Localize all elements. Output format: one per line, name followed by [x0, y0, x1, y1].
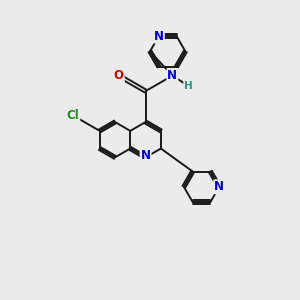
Text: Cl: Cl	[67, 109, 79, 122]
Text: N: N	[154, 30, 164, 43]
Text: H: H	[184, 81, 193, 91]
Text: N: N	[141, 149, 151, 162]
Text: O: O	[114, 69, 124, 82]
Text: N: N	[214, 180, 224, 193]
Text: N: N	[167, 69, 177, 82]
